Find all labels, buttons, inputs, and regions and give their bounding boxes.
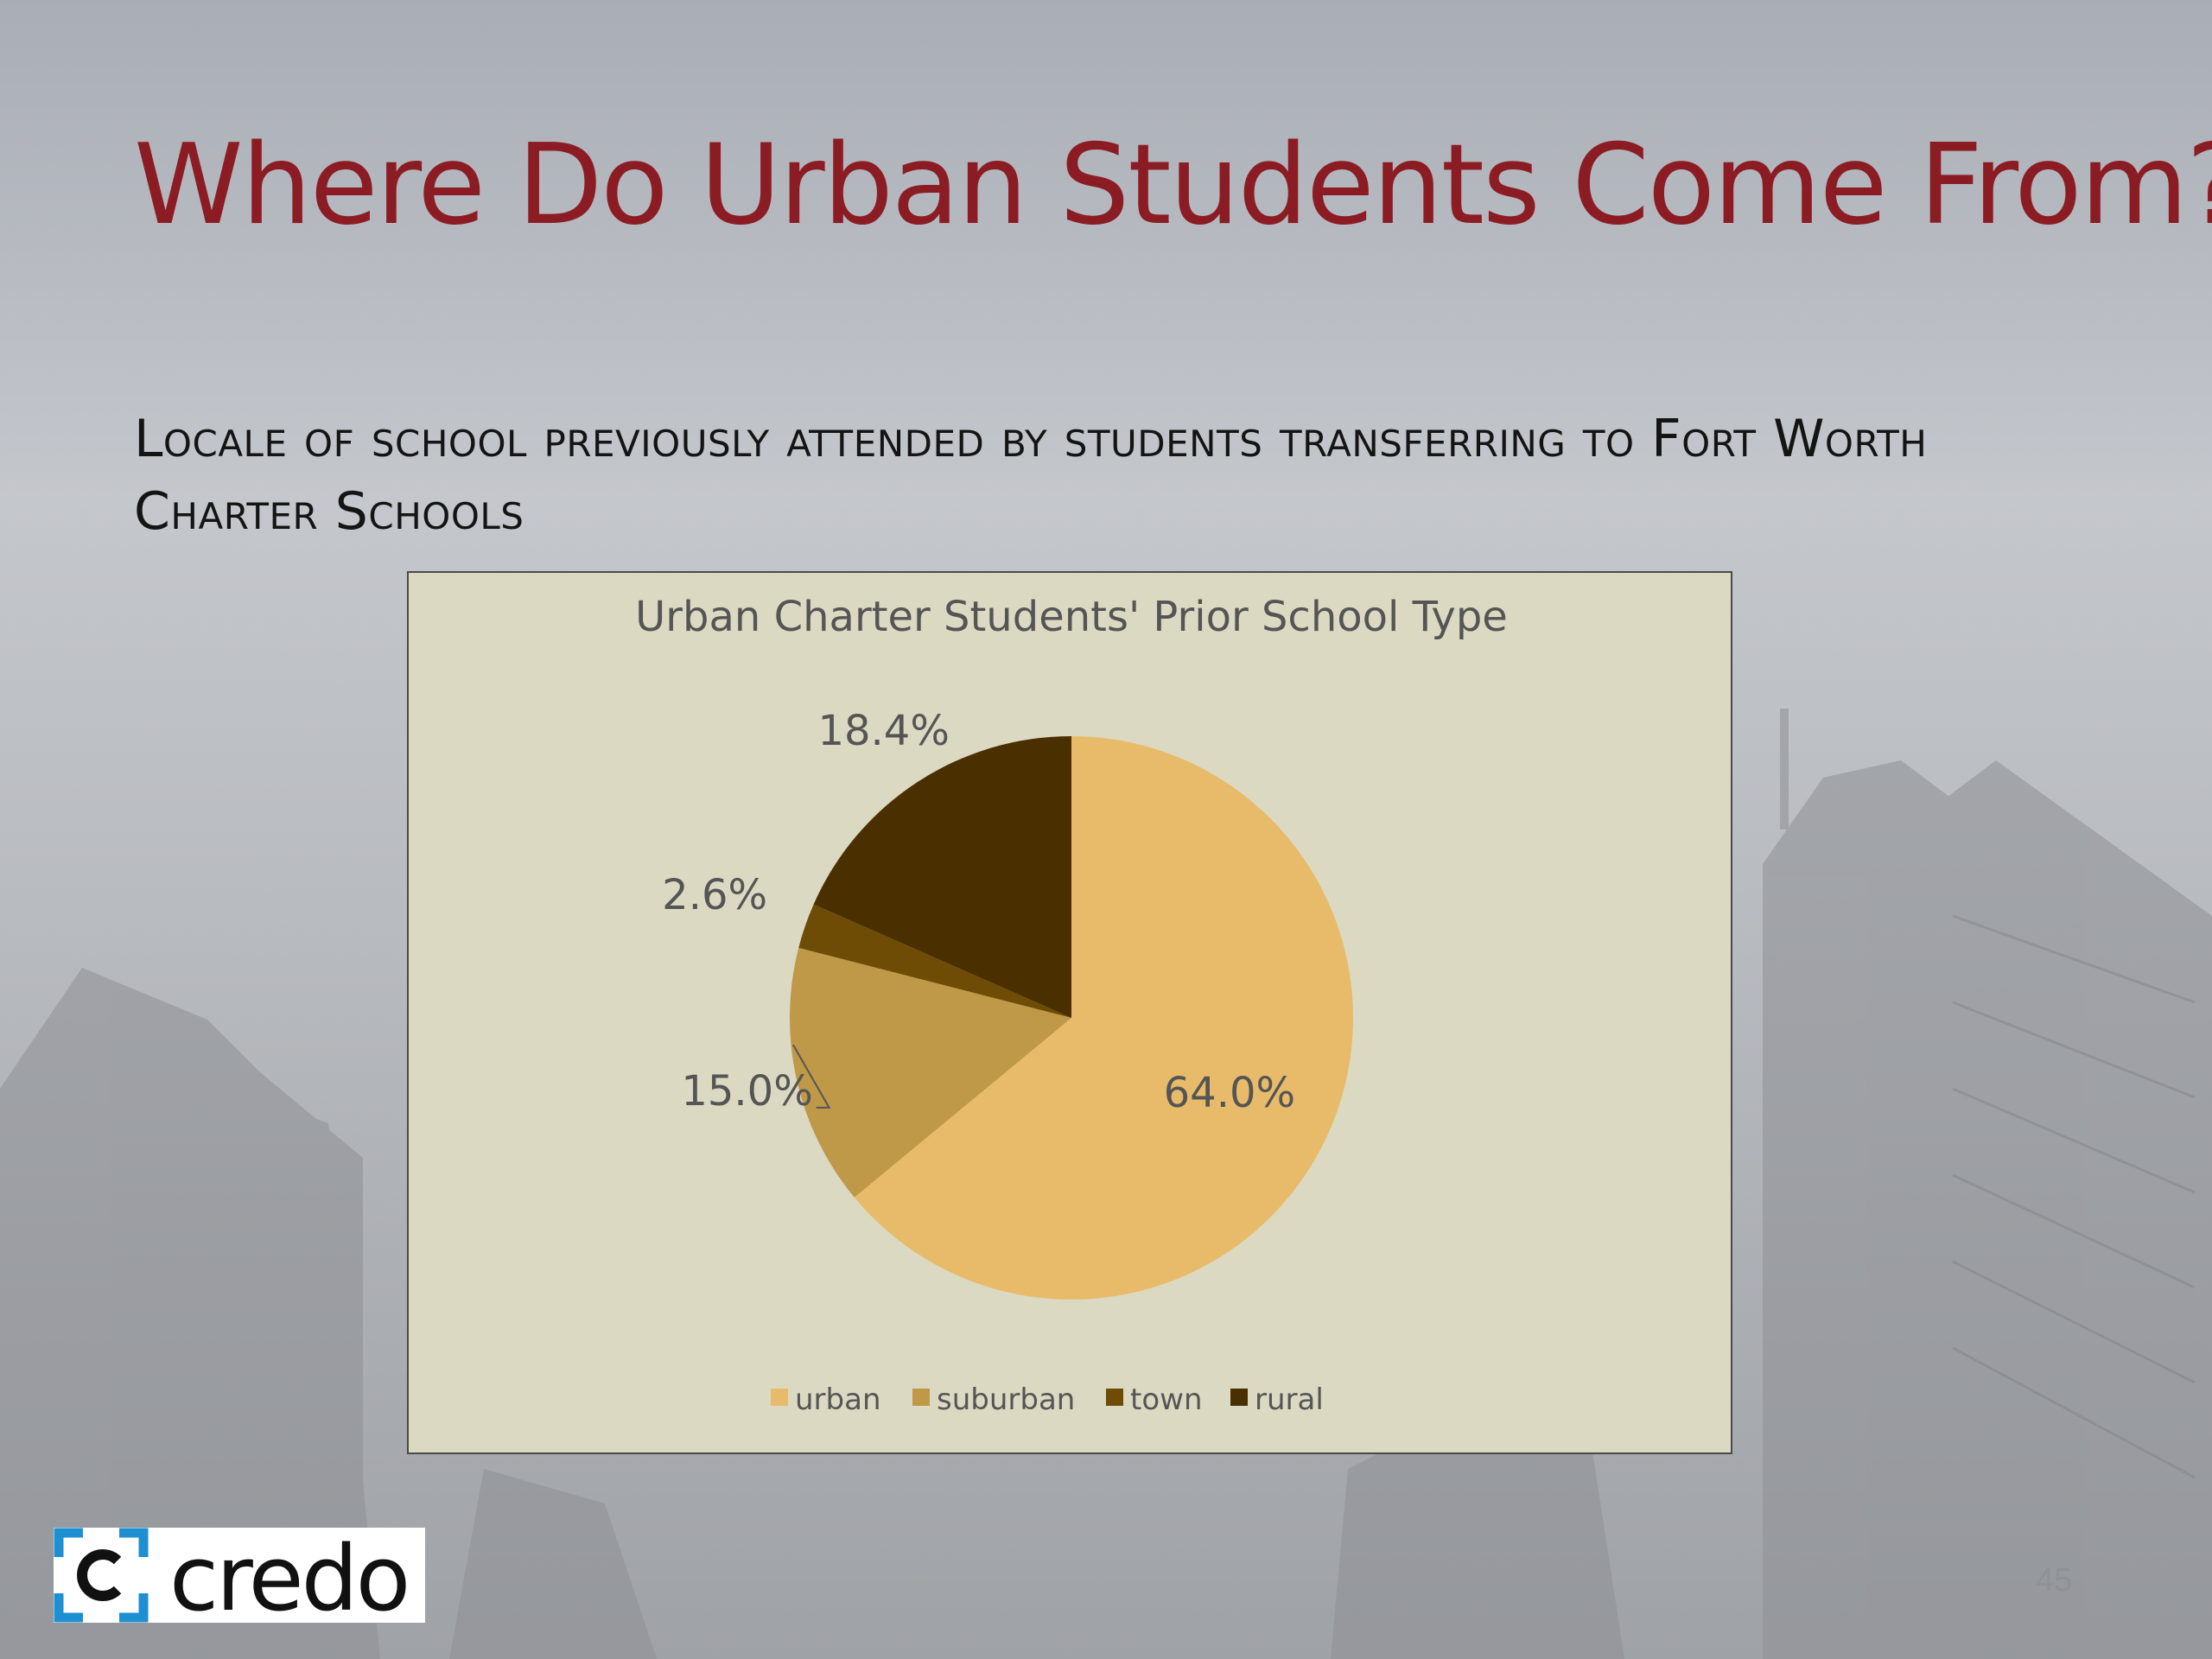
pie-chart-panel: Urban Charter Students' Prior School Typ… (407, 571, 1732, 1454)
legend-swatch-suburban (912, 1389, 930, 1406)
data-label-rural: 18.4% (817, 707, 949, 755)
pie-slice-suburban (790, 947, 1071, 1198)
pie-chart: Urban Charter Students' Prior School Typ… (635, 593, 1508, 1417)
legend-label-rural: rural (1255, 1382, 1324, 1417)
slide-title: Where Do Urban Students Come From? (134, 121, 2212, 250)
data-label-suburban: 15.0% (681, 1067, 812, 1116)
data-label-urban: 64.0% (1164, 1069, 1295, 1117)
page-number: 45 (2036, 1562, 2073, 1599)
legend-swatch-rural (1230, 1389, 1248, 1406)
logo-wordmark: credo (169, 1526, 410, 1631)
legend-label-town: town (1130, 1382, 1203, 1417)
credo-logo: credo (54, 1526, 425, 1631)
leader-line-suburban (791, 1044, 831, 1109)
credo-logo-icon (54, 1528, 149, 1623)
pie-slice-town (798, 904, 1071, 1018)
legend-label-urban: urban (795, 1382, 881, 1417)
legend-label-suburban: suburban (937, 1382, 1075, 1417)
pie-slice-urban (854, 736, 1353, 1300)
slide-subtitle: Locale of school previously attended by … (134, 409, 1928, 542)
pie-slice-rural (813, 736, 1071, 1018)
data-label-town: 2.6% (662, 871, 767, 919)
legend-swatch-town (1106, 1389, 1123, 1406)
chart-title: Urban Charter Students' Prior School Typ… (635, 593, 1508, 641)
legend-swatch-urban (771, 1389, 788, 1406)
